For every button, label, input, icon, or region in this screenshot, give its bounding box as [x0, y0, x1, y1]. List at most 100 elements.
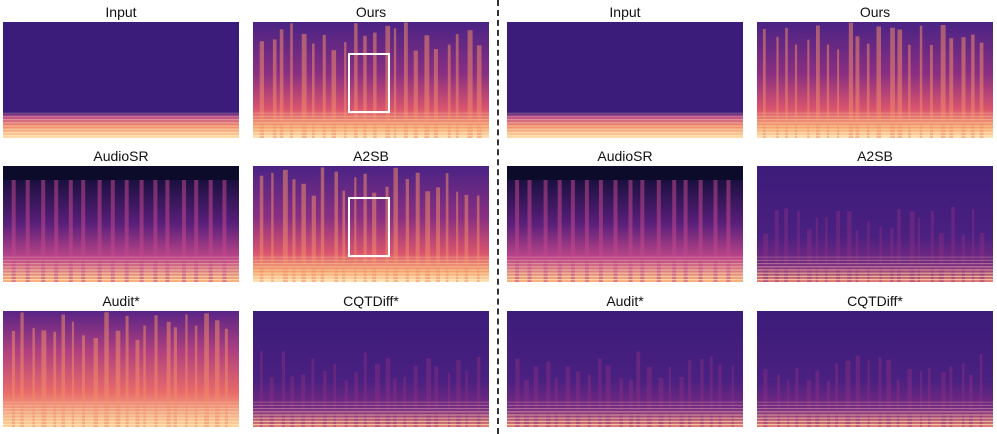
- harmonic-line: [253, 263, 489, 265]
- right-group-panel-a2sb: A2SB: [757, 146, 993, 289]
- harmonic-line: [3, 128, 239, 130]
- transient-bar: [53, 331, 57, 427]
- group-divider: [497, 0, 499, 434]
- harmonic-line: [253, 128, 489, 130]
- right-group-panel-audiosr: AudioSR: [507, 146, 743, 289]
- harmonic-line: [757, 411, 993, 413]
- transient-bar: [465, 370, 468, 427]
- transient-bar: [11, 331, 15, 427]
- spectrogram-image: [3, 22, 239, 138]
- transient-bar: [25, 180, 30, 282]
- transient-bar: [135, 339, 140, 427]
- transient-bar: [713, 180, 718, 282]
- harmonic-line: [253, 122, 489, 124]
- left-group-panel-input: Input: [3, 2, 239, 145]
- transient-bar: [385, 186, 389, 282]
- transient-bar: [279, 29, 284, 138]
- transient-bar: [124, 180, 129, 282]
- transient-bar: [222, 180, 227, 282]
- transient-bar: [605, 365, 611, 427]
- panel-title: CQTDiff*: [343, 293, 399, 309]
- right-group-panel-audit: Audit*: [507, 291, 743, 434]
- transient-bar: [848, 22, 853, 138]
- harmonic-line: [3, 408, 239, 410]
- harmonic-line: [3, 119, 239, 121]
- transient-bar: [311, 358, 315, 427]
- transient-bar: [154, 315, 158, 427]
- transient-bar: [290, 23, 293, 138]
- transient-bar: [897, 29, 903, 138]
- harmonic-line: [3, 112, 239, 114]
- transient-bar: [968, 374, 973, 427]
- transient-bar: [61, 314, 65, 427]
- transient-bar: [208, 180, 213, 282]
- harmonic-line: [507, 122, 743, 124]
- transient-bar: [385, 25, 391, 138]
- transient-bar: [515, 180, 520, 282]
- spectrogram-background: [757, 166, 993, 282]
- spectrogram-image: [253, 22, 489, 138]
- transient-bar: [784, 208, 788, 282]
- transient-bar: [731, 365, 734, 427]
- harmonic-line: [3, 401, 239, 403]
- harmonic-line: [3, 420, 239, 422]
- harmonic-line: [3, 125, 239, 127]
- transient-bar: [827, 380, 830, 427]
- left-group-panel-cqtdiff: CQTDiff*: [253, 291, 489, 434]
- transient-bar: [698, 180, 703, 282]
- harmonic-line: [253, 266, 489, 268]
- spectrogram-background: [253, 166, 489, 282]
- transient-bar: [344, 380, 348, 427]
- transient-bar: [815, 217, 818, 282]
- transient-bar: [425, 191, 431, 282]
- transient-bar: [951, 206, 955, 282]
- harmonic-line: [253, 115, 489, 117]
- transient-bar: [890, 27, 895, 138]
- harmonic-line: [507, 259, 743, 261]
- transient-bar: [272, 39, 277, 138]
- transient-bar: [971, 34, 975, 138]
- right-group-panel-ours: Ours: [757, 2, 993, 145]
- transient-bar: [683, 180, 688, 282]
- transient-bar: [312, 43, 315, 138]
- transient-bar: [930, 45, 933, 138]
- transient-bar: [919, 25, 923, 138]
- transient-bar: [375, 363, 380, 427]
- harmonic-line: [757, 256, 993, 258]
- transient-bar: [405, 179, 409, 282]
- left-group-panel-audiosr: AudioSR: [3, 146, 239, 289]
- transient-bar: [467, 30, 473, 138]
- harmonic-line: [757, 122, 993, 124]
- transient-bar: [393, 378, 397, 427]
- transient-bar: [153, 180, 158, 282]
- panel-title: A2SB: [857, 148, 893, 164]
- transient-bar: [194, 180, 199, 282]
- spectrogram-background: [757, 22, 993, 138]
- harmonic-line: [757, 275, 993, 277]
- spectrogram-image: [757, 166, 993, 282]
- harmonic-line: [3, 414, 239, 416]
- panel-title: Audit*: [606, 293, 644, 309]
- harmonic-line: [3, 266, 239, 268]
- transient-bar: [879, 226, 882, 282]
- harmonic-line: [507, 131, 743, 133]
- transient-bar: [259, 41, 264, 138]
- harmonic-line: [507, 125, 743, 127]
- transient-bar: [333, 364, 336, 427]
- spectrogram-image: [3, 166, 239, 282]
- left-group-panel-ours: Ours: [253, 2, 489, 145]
- spectrogram-background: [3, 22, 239, 138]
- transient-bar: [424, 35, 430, 138]
- transient-bar: [679, 377, 684, 427]
- harmonic-line: [3, 256, 239, 258]
- harmonic-line: [3, 424, 239, 426]
- panel-title: Input: [609, 4, 641, 20]
- transient-bar: [806, 380, 812, 427]
- harmonic-line: [757, 115, 993, 117]
- transient-bar: [816, 25, 820, 138]
- transient-bar: [413, 50, 418, 138]
- harmonic-line: [757, 259, 993, 261]
- transient-bar: [269, 377, 274, 427]
- transient-bar: [282, 169, 288, 282]
- transient-bar: [797, 210, 800, 282]
